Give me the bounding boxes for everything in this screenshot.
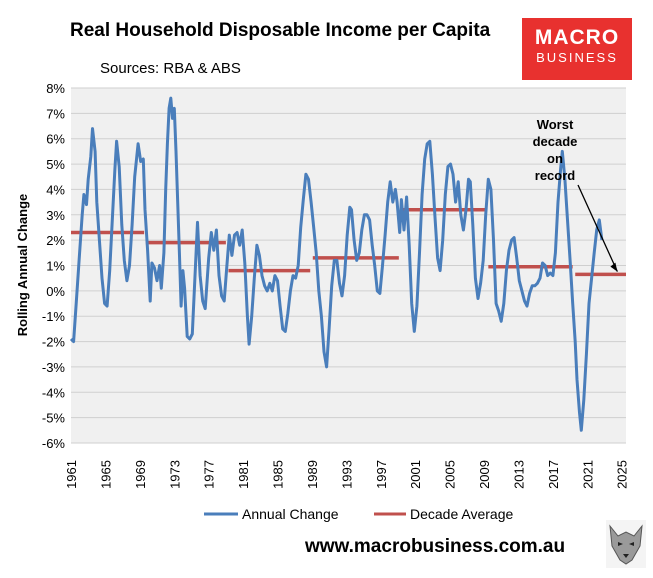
y-tick-label: 2% <box>46 233 65 248</box>
x-tick-label: 1961 <box>64 460 79 489</box>
annotation-arrow-head <box>610 262 618 272</box>
y-tick-label: 7% <box>46 106 65 121</box>
y-tick-label: -5% <box>42 411 66 426</box>
worst-decade-annotation: Worst decade on record <box>533 117 618 272</box>
annotation-text-line: record <box>535 168 576 183</box>
footer-url: www.macrobusiness.com.au <box>305 536 566 557</box>
x-tick-label: 1985 <box>271 460 286 489</box>
x-tick-label: 2001 <box>408 460 423 489</box>
x-tick-label: 1977 <box>202 460 217 489</box>
y-tick-label: -1% <box>42 309 66 324</box>
y-tick-label: 3% <box>46 208 65 223</box>
x-tick-label: 2021 <box>580 460 595 489</box>
macrobusiness-logo: MACRO BUSINESS <box>522 18 632 80</box>
y-tick-label: -6% <box>42 436 66 451</box>
x-tick-label: 1969 <box>133 460 148 489</box>
annual-change-line <box>69 96 604 432</box>
y-tick-label: -3% <box>42 360 66 375</box>
legend-label-annual: Annual Change <box>242 506 339 522</box>
y-tick-labels: -6% -5% -4% -3% -2% -1% 0% 1% 2% 3% 4% 5% 6% 7% 8% <box>42 81 66 451</box>
y-tick-label: -4% <box>42 385 66 400</box>
annotation-text-line: Worst <box>537 117 574 132</box>
x-tick-labels: 1961 1965 1969 1973 1977 1981 1985 1989 1993 1997… <box>64 460 630 489</box>
x-tick-label: 1989 <box>305 460 320 489</box>
y-tick-label: 0% <box>46 284 65 299</box>
x-tick-label: 1993 <box>339 460 354 489</box>
y-tick-label: 1% <box>46 259 65 274</box>
x-tick-label: 2025 <box>615 460 630 489</box>
legend: Annual Change Decade Average <box>204 506 513 522</box>
chart-title: Real Household Disposable Income per Cap… <box>70 20 491 41</box>
annotation-text-line: decade <box>533 134 578 149</box>
y-tick-label: 5% <box>46 157 65 172</box>
annotation-arrow-line <box>577 184 618 272</box>
annotation-text-line: on <box>547 151 563 166</box>
chart-subtitle: Sources: RBA & ABS <box>100 60 241 77</box>
annual-change-series <box>69 96 604 432</box>
y-axis-label: Rolling Annual Change <box>15 194 30 337</box>
legend-label-decade: Decade Average <box>410 506 513 522</box>
y-tick-label: 4% <box>46 182 65 197</box>
y-tick-label: 8% <box>46 81 65 96</box>
x-tick-label: 1965 <box>98 460 113 489</box>
y-tick-label: 6% <box>46 132 65 147</box>
x-tick-label: 1973 <box>167 460 182 489</box>
logo-line-2: BUSINESS <box>536 50 618 65</box>
x-tick-label: 2009 <box>477 460 492 489</box>
x-tick-label: 1981 <box>236 460 251 489</box>
x-tick-label: 2017 <box>546 460 561 489</box>
logo-line-1: MACRO <box>534 26 620 49</box>
x-tick-label: 2013 <box>511 460 526 489</box>
wolf-logo-icon <box>606 520 646 568</box>
x-tick-label: 2005 <box>443 460 458 489</box>
x-tick-label: 1997 <box>374 460 389 489</box>
y-tick-label: -2% <box>42 335 66 350</box>
